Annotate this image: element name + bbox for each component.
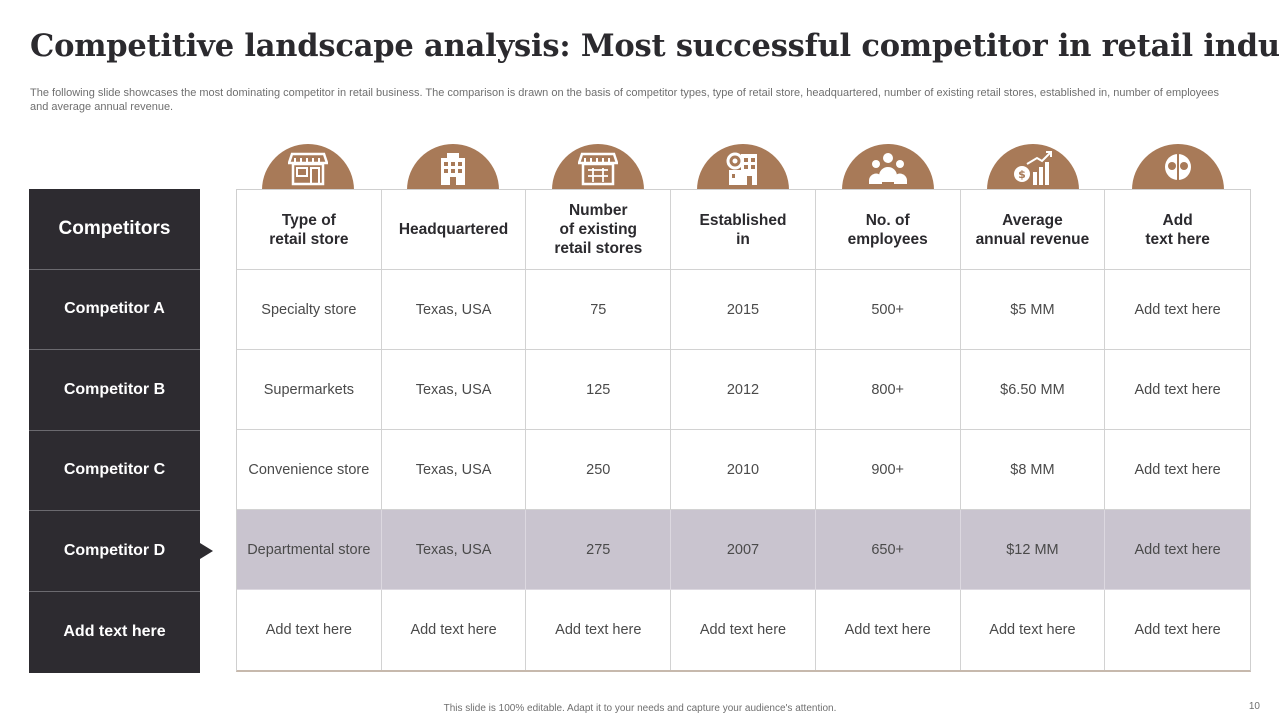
table-cell: Convenience store [237,430,382,510]
competitor-label: Competitor D [29,511,200,592]
competitor-label: Competitor B [29,350,200,431]
comparison-table: Type of retail store Headquartered Number … [236,189,1251,672]
page-number: 10 [1248,701,1260,712]
table-cell: 2007 [671,510,816,590]
slide-title: Competitive landscape analysis: Most suc… [30,28,1280,64]
table-cell: Texas, USA [381,510,527,590]
table-cell: $5 MM [960,270,1106,350]
table-cell: Texas, USA [381,430,527,510]
table-cell: Add text here [671,590,816,670]
svg-text:$: $ [1018,168,1026,181]
table-cell: Add text here [1134,622,1221,638]
table-cell: Texas, USA [381,270,527,350]
table-cell: $6.50 MM [960,350,1106,430]
slide-footer: This slide is 100% editable. Adapt it to… [443,703,837,714]
competitors-header: Competitors [29,189,200,270]
highlight-pointer-icon [200,543,213,559]
column-header: Type of retail store [237,190,382,270]
column-header: Average annual revenue [960,190,1106,270]
table-cell: 500+ [815,270,961,350]
table-cell: Add text here [1105,350,1250,430]
table-cell: Add text here [1105,270,1250,350]
table-cell: Add text here [237,590,382,670]
table-cell: $12 MM [960,510,1106,590]
table-cell: $8 MM [960,430,1106,510]
competitor-label: Add text here [29,591,200,673]
column-header: Headquartered [381,190,527,270]
table-cell: Add text here [526,590,672,670]
table-cell: Add text here [816,590,961,670]
table-cell: Specialty store [237,270,382,350]
column-header: No. of employees [815,190,961,270]
table-cell: 800+ [815,350,961,430]
table-cell: Texas, USA [381,350,527,430]
column-header: Number of existing retail stores [526,190,672,270]
table-cell: Supermarkets [237,350,382,430]
slide-subtitle: The following slide showcases the most d… [30,87,1220,113]
table-cell: 250 [526,430,672,510]
table-cell: Add text here [1105,430,1250,510]
competitor-column: Competitors Competitor A Competitor B Co… [29,189,200,673]
table-cell: 2010 [671,430,816,510]
table-cell: Add text here [382,590,527,670]
column-header: Established in [671,190,816,270]
table-cell: Add text here [961,590,1106,670]
table-cell: 2015 [671,270,816,350]
table-cell: 2012 [671,350,816,430]
table-cell: 650+ [815,510,961,590]
table-cell: Add text here [1105,510,1250,590]
column-header: Add text here [1105,190,1250,270]
table-cell: 125 [526,350,672,430]
table-cell: 275 [526,510,672,590]
competitor-label: Competitor C [29,430,200,511]
table-cell: 900+ [815,430,961,510]
competitor-label: Competitor A [29,269,200,350]
table-cell: 75 [526,270,672,350]
table-cell: Departmental store [237,510,382,590]
